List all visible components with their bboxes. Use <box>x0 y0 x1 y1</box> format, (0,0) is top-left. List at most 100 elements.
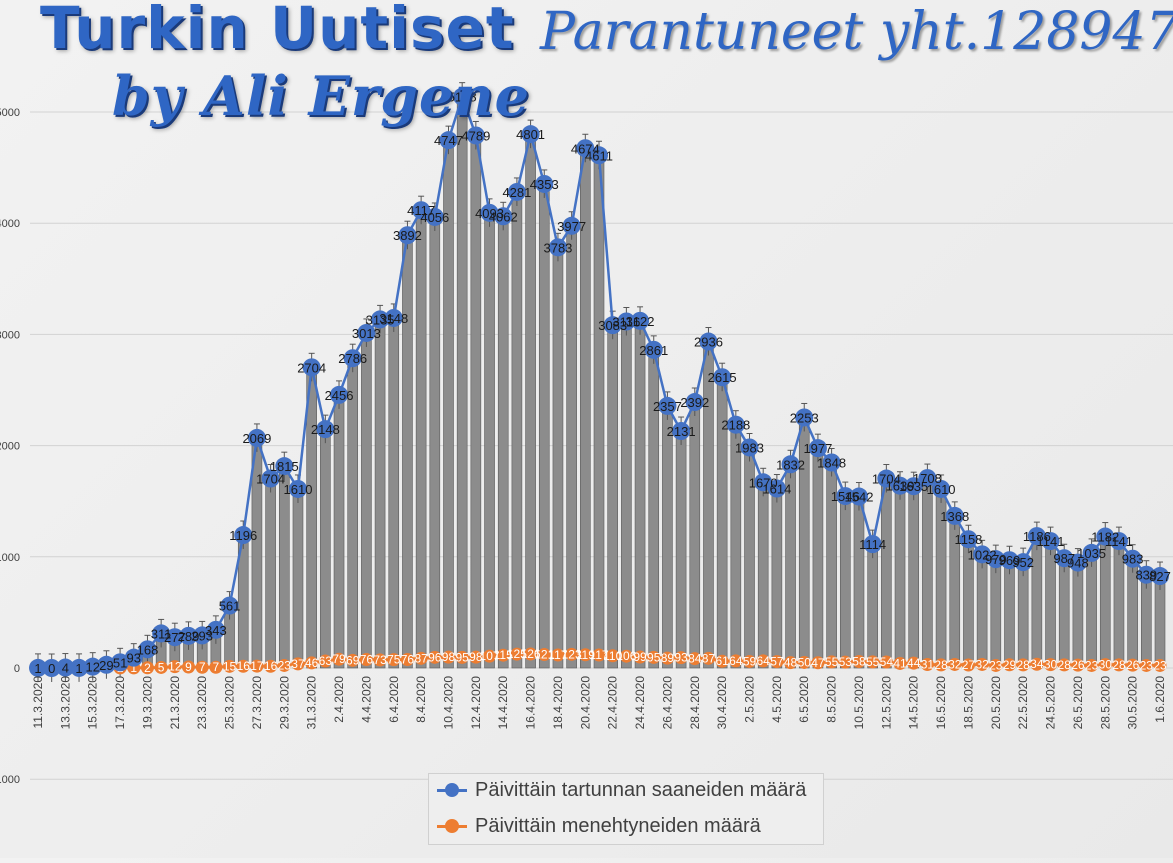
cases-data-label: 3892 <box>393 228 422 243</box>
x-tick-label: 2.5.2020 <box>743 676 757 723</box>
deaths-data-label: 79 <box>332 652 346 666</box>
case-column <box>526 134 536 668</box>
case-column <box>690 402 700 668</box>
brand-byline: by Ali Ergene <box>112 64 530 128</box>
case-column <box>485 213 495 668</box>
x-tick-label: 12.4.2020 <box>469 676 483 730</box>
cases-data-label: 1848 <box>817 456 846 471</box>
case-column <box>703 342 713 668</box>
x-tick-label: 20.5.2020 <box>989 676 1003 730</box>
x-tick-label: 30.4.2020 <box>715 676 729 730</box>
case-column <box>840 496 850 668</box>
deaths-data-label: 7 <box>213 660 220 674</box>
deaths-data-label: 63 <box>319 654 333 668</box>
x-tick-label: 6.4.2020 <box>387 676 401 723</box>
cases-data-label: 2615 <box>708 370 737 385</box>
cases-data-label: 1610 <box>284 482 313 497</box>
case-column <box>498 216 508 668</box>
case-column <box>649 350 659 668</box>
case-column <box>348 358 358 668</box>
x-tick-label: 13.3.2020 <box>58 676 72 730</box>
x-tick-label: 8.4.2020 <box>414 676 428 723</box>
x-tick-label: 4.5.2020 <box>770 676 784 723</box>
deaths-data-label: 15 <box>223 659 237 673</box>
deaths-data-label: 64 <box>729 654 743 668</box>
cases-data-label: 168 <box>137 642 159 657</box>
deaths-data-label: 26 <box>1071 658 1085 672</box>
deaths-data-label: 55 <box>866 655 880 669</box>
x-tick-label: 17.3.2020 <box>113 676 127 730</box>
x-tick-label: 16.4.2020 <box>524 676 538 730</box>
case-column <box>991 559 1001 668</box>
cases-data-label: 51 <box>113 655 127 670</box>
x-tick-label: 28.5.2020 <box>1098 676 1112 730</box>
deaths-data-label: 75 <box>387 653 401 667</box>
x-tick-label: 1.6.2020 <box>1153 676 1167 723</box>
x-tick-label: 26.5.2020 <box>1071 676 1085 730</box>
brand-title: Turkin Uutiset <box>40 0 515 62</box>
case-column <box>307 367 317 668</box>
y-tick-label: 2000 <box>0 441 20 453</box>
cases-data-label: 4353 <box>530 177 559 192</box>
cases-data-label: 3148 <box>379 311 408 326</box>
cases-data-label: 1 <box>34 661 41 676</box>
x-tick-label: 25.3.2020 <box>223 676 237 730</box>
cases-data-label: 1610 <box>927 482 956 497</box>
cases-data-label: 343 <box>205 623 227 638</box>
y-axis-ticks: -1000010002000300040005000 <box>0 107 20 786</box>
deaths-data-label: 84 <box>688 652 702 666</box>
legend-swatch-cases <box>437 783 467 797</box>
cases-data-label: 1114 <box>859 537 886 552</box>
deaths-data-label: 26 <box>1126 658 1140 672</box>
cases-data-label: 3122 <box>626 314 655 329</box>
case-column <box>621 322 631 668</box>
cases-data-label: 2148 <box>311 422 340 437</box>
cases-data-label: 1158 <box>954 532 982 547</box>
deaths-data-label: 23 <box>1085 658 1099 672</box>
cases-data-label: 1141 <box>1037 534 1065 549</box>
legend-swatch-deaths <box>437 819 467 833</box>
cases-data-label: 2861 <box>639 343 668 358</box>
x-tick-label: 2.4.2020 <box>332 676 346 723</box>
case-column <box>1004 560 1014 668</box>
case-column <box>977 554 987 668</box>
y-tick-label: 5000 <box>0 107 20 119</box>
y-tick-label: 1000 <box>0 552 20 564</box>
case-column <box>895 486 905 668</box>
x-tick-label: 30.5.2020 <box>1126 676 1140 730</box>
deaths-data-label: 28 <box>1112 658 1126 672</box>
deaths-data-label: 32 <box>948 657 962 671</box>
deaths-data-label: 95 <box>647 650 661 664</box>
x-tick-label: 4.4.2020 <box>359 676 373 723</box>
deaths-data-label: 5 <box>158 660 165 674</box>
cases-data-label: 1 <box>75 661 82 676</box>
x-tick-label: 22.4.2020 <box>606 676 620 730</box>
deaths-data-label: 23 <box>1153 658 1167 672</box>
x-tick-label: 15.3.2020 <box>86 676 100 730</box>
cases-data-label: 2704 <box>297 360 326 375</box>
legend-item-deaths: Päivittäin menehtyneiden määrä <box>437 814 761 838</box>
deaths-data-label: 64 <box>757 654 771 668</box>
deaths-data-label: 23 <box>989 658 1003 672</box>
deaths-data-label: 32 <box>975 657 989 671</box>
case-column <box>868 544 878 668</box>
deaths-data-label: 28 <box>1058 658 1072 672</box>
deaths-data-label: 44 <box>907 656 921 670</box>
x-tick-label: 28.4.2020 <box>688 676 702 730</box>
deaths-data-label: 57 <box>770 655 784 669</box>
cases-data-label: 29 <box>99 658 113 673</box>
case-column <box>266 479 276 668</box>
cases-data-label: 1368 <box>940 509 969 524</box>
deaths-data-label: 23 <box>1140 658 1154 672</box>
case-column <box>539 184 549 668</box>
case-column <box>1073 563 1083 668</box>
cases-data-label: 1035 <box>1077 546 1106 561</box>
x-tick-label: 18.4.2020 <box>551 676 565 730</box>
deaths-data-label: 61 <box>715 654 729 668</box>
cases-data-label: 0 <box>48 661 55 676</box>
x-tick-label: 12.5.2020 <box>879 676 893 730</box>
x-tick-label: 23.3.2020 <box>195 676 209 730</box>
deaths-data-label: 2 <box>144 661 151 675</box>
